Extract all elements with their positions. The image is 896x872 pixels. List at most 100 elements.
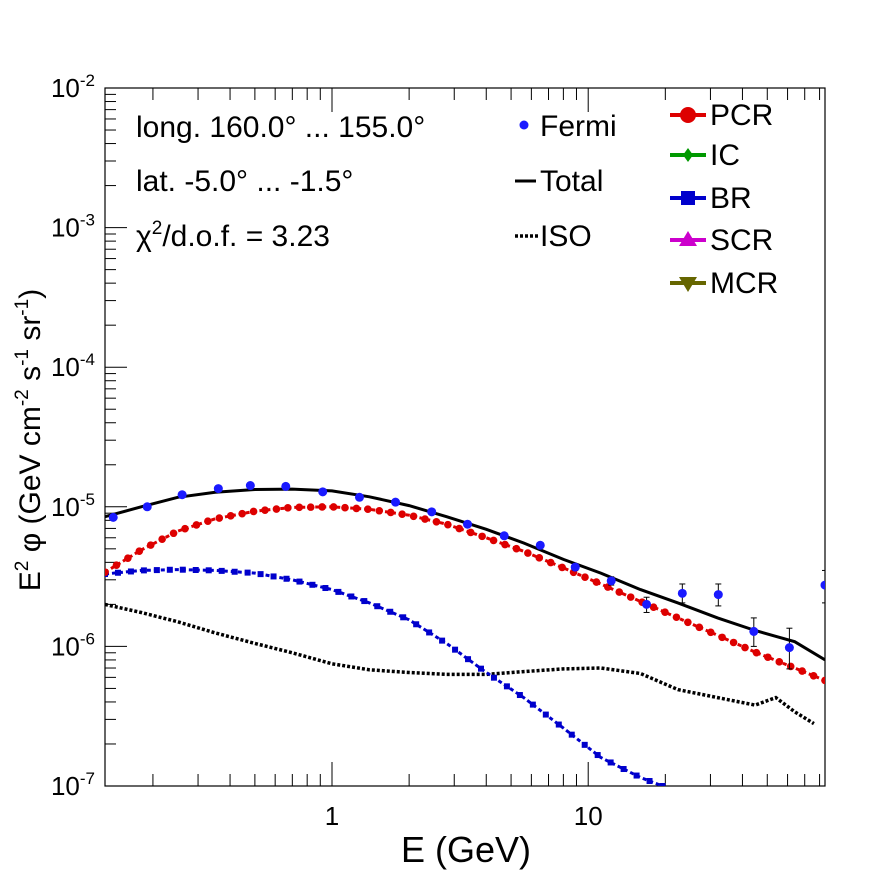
- y-axis-label-e: E: [14, 571, 47, 591]
- y-tick-label-exp: -6: [80, 629, 95, 648]
- series-br-marker: [374, 603, 381, 610]
- legend-marker-mcr: [679, 277, 697, 292]
- fermi-point: [142, 502, 152, 512]
- series-br-marker: [400, 614, 407, 621]
- series-pcr-marker: [398, 510, 406, 518]
- fermi-point: [427, 507, 437, 517]
- series-pcr-marker: [318, 503, 326, 511]
- series-br-marker: [555, 721, 562, 728]
- series-pcr-marker: [329, 503, 338, 511]
- series-pcr-marker: [386, 508, 395, 517]
- legend-marker-br: [681, 191, 695, 205]
- annotation-longitude: long. 160.0° ... 155.0°: [136, 111, 425, 144]
- series-pcr-marker: [341, 503, 349, 512]
- y-tick-label: 10-4: [51, 350, 95, 382]
- series-br-marker: [348, 593, 355, 600]
- series-pcr-marker: [741, 643, 749, 652]
- y-tick-label: 10-2: [51, 71, 95, 103]
- series-pcr-marker: [352, 504, 361, 513]
- legend-label-mcr: MCR: [710, 267, 778, 300]
- annotation-chi2-symbol: χ: [136, 220, 152, 253]
- series-br-marker: [231, 568, 238, 575]
- fermi-point: [677, 588, 687, 598]
- fermi-point: [535, 540, 545, 550]
- series-pcr-marker: [146, 541, 155, 549]
- series-pcr-marker: [455, 524, 464, 533]
- series-pcr-marker: [249, 507, 258, 516]
- series-pcr-marker: [501, 540, 509, 549]
- y-tick-label-base: 10: [51, 213, 80, 243]
- series-pcr-marker: [238, 509, 246, 518]
- series-pcr-marker: [444, 520, 452, 529]
- y-tick-label-base: 10: [51, 73, 80, 103]
- series-iso-line: [105, 602, 815, 726]
- y-axis-label: E2 φ (GeV cm-2 s-1 sr-1): [12, 289, 47, 591]
- series-pcr-marker: [752, 648, 761, 657]
- legend-marker-ic: [683, 148, 693, 162]
- series-br-marker: [244, 569, 251, 576]
- annotation-chi2-sup: 2: [152, 218, 163, 239]
- fermi-point: [354, 492, 364, 502]
- y-axis-label-sup-2: 2: [12, 561, 33, 572]
- y-tick-label: 10-5: [51, 490, 95, 522]
- y-tick-label-exp: -7: [80, 769, 95, 788]
- legend-label-scr: SCR: [710, 224, 773, 257]
- series-br-marker: [140, 567, 147, 574]
- series-pcr-marker: [215, 514, 224, 522]
- series-br-marker: [192, 567, 199, 574]
- series-pcr-marker: [158, 535, 166, 543]
- series-br-marker: [594, 752, 601, 759]
- y-tick-label-base: 10: [51, 352, 80, 382]
- fermi-point: [177, 490, 187, 500]
- series-pcr-marker: [272, 505, 281, 513]
- series-pcr-marker: [558, 563, 566, 572]
- series-pcr-marker: [489, 536, 498, 545]
- series-pcr-marker: [112, 561, 121, 570]
- x-tick-label: 10: [574, 801, 603, 831]
- annotation-chi2: χ2/d.o.f. = 3.23: [136, 218, 330, 253]
- series-pcr-marker: [181, 524, 189, 533]
- series-pcr-marker: [809, 671, 818, 680]
- series-pcr-marker: [798, 667, 806, 675]
- series-br-marker: [270, 573, 277, 580]
- series-pcr-marker: [775, 658, 784, 666]
- series-pcr-marker: [729, 638, 738, 647]
- series-pcr-marker: [821, 676, 825, 685]
- series-pcr-marker: [786, 662, 795, 671]
- series-pcr-marker: [649, 603, 658, 611]
- series-pcr-marker: [478, 532, 486, 541]
- series-pcr-marker: [421, 515, 429, 523]
- series-pcr-marker: [592, 578, 601, 586]
- fermi-point: [749, 626, 759, 636]
- series-br-marker: [633, 772, 640, 779]
- series-pcr-marker: [375, 506, 384, 515]
- series-br-marker: [503, 683, 510, 690]
- y-tick-label-base: 10: [51, 771, 80, 801]
- fermi-point: [499, 531, 509, 541]
- x-tick-label: 1: [325, 801, 339, 831]
- series-pcr-marker: [615, 588, 624, 596]
- series-br-marker: [309, 581, 316, 588]
- plot-frame: [104, 87, 826, 787]
- fermi-point: [281, 481, 291, 491]
- series-pcr-marker: [524, 549, 532, 557]
- y-tick-label: 10-6: [51, 629, 95, 661]
- series-pcr-marker: [695, 623, 704, 632]
- series-br-marker: [568, 731, 575, 738]
- series-br-marker: [387, 608, 394, 615]
- series-br-marker: [477, 665, 484, 672]
- y-tick-label-base: 10: [51, 631, 80, 661]
- series-br-marker: [205, 567, 212, 574]
- series-br-marker: [659, 783, 666, 786]
- series-pcr-marker: [626, 593, 635, 601]
- series-br-marker: [439, 637, 446, 644]
- series-pcr-marker: [124, 554, 132, 563]
- fermi-point: [713, 590, 723, 600]
- series-br-marker: [153, 567, 160, 574]
- series-pcr-marker: [684, 618, 692, 627]
- y-tick-label: 10-3: [51, 211, 95, 243]
- fermi-point: [463, 519, 473, 529]
